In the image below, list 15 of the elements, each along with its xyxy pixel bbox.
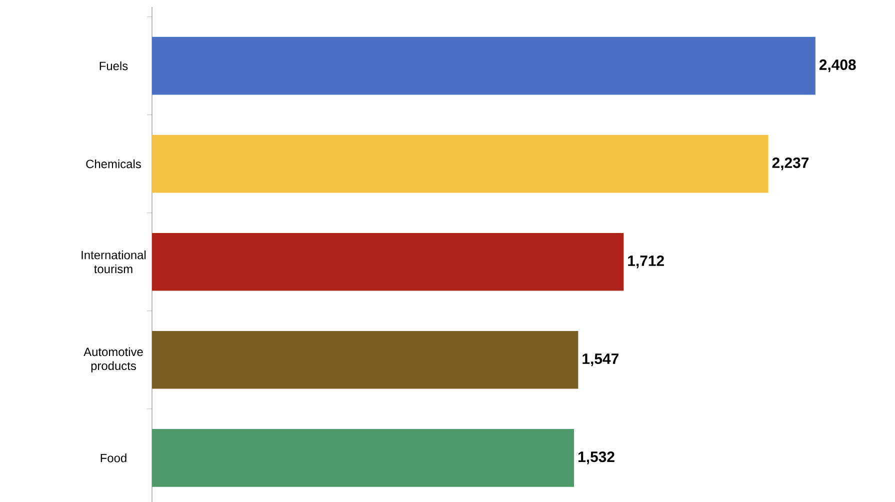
bar — [152, 330, 578, 389]
data-label: 1,532 — [578, 452, 614, 464]
y-tick-label: International tourism — [82, 250, 146, 274]
y-tick-label: Automotive products — [84, 347, 143, 372]
data-label: 2,237 — [772, 157, 809, 170]
data-label: 2,408 — [819, 59, 856, 72]
data-label: 1,712 — [628, 255, 664, 268]
bar — [152, 232, 624, 291]
bar — [152, 428, 574, 487]
y-tick-label: Fuels — [100, 61, 128, 70]
bar — [152, 36, 816, 95]
bar — [152, 134, 768, 193]
y-tick-label: Chemicals — [86, 159, 141, 168]
y-tick-label: Food — [100, 454, 126, 462]
data-label: 1,547 — [582, 354, 618, 366]
